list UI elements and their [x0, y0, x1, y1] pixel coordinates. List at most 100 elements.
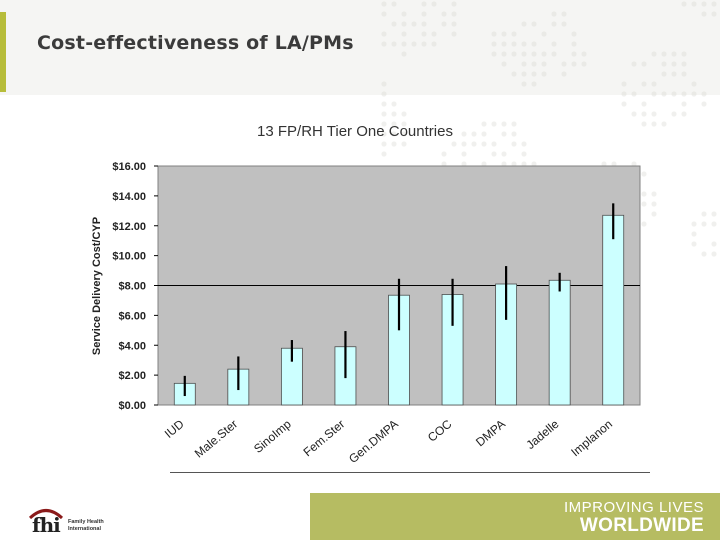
map-dot: [521, 141, 527, 147]
map-dot: [531, 51, 537, 57]
map-dot: [681, 1, 687, 7]
map-dot: [401, 21, 407, 27]
map-dot: [521, 151, 527, 157]
map-dot: [391, 131, 397, 137]
x-category-label: Male.Ster: [192, 417, 240, 461]
map-dot: [691, 221, 697, 227]
map-dot: [541, 51, 547, 57]
map-dot: [501, 121, 507, 127]
map-dot: [381, 121, 387, 127]
tagline-line-1: IMPROVING LIVES: [563, 499, 704, 516]
map-dot: [401, 51, 407, 57]
map-dot: [671, 71, 677, 77]
map-dot: [431, 1, 437, 7]
map-dot: [641, 81, 647, 87]
bar-jadelle: [548, 279, 571, 406]
map-dot: [631, 61, 637, 67]
map-dot: [451, 1, 457, 7]
map-dot: [701, 11, 707, 17]
map-dot: [441, 151, 447, 157]
map-dot: [511, 131, 517, 137]
map-dot: [581, 51, 587, 57]
map-dot: [691, 91, 697, 97]
x-category-label: COC: [425, 417, 455, 445]
map-dot: [711, 241, 717, 247]
map-dot: [641, 201, 647, 207]
map-dot: [461, 151, 467, 157]
title-bar: [0, 0, 720, 95]
bar-implanon: [602, 214, 625, 406]
map-dot: [461, 131, 467, 137]
x-category-label: Gen.DMPA: [346, 417, 401, 466]
map-dot: [421, 31, 427, 37]
y-tick-label: $6.00: [118, 310, 146, 322]
footer-divider: [170, 472, 650, 473]
map-dot: [641, 61, 647, 67]
map-dot: [631, 111, 637, 117]
map-dot: [611, 161, 617, 167]
map-dot: [521, 41, 527, 47]
map-dot: [471, 141, 477, 147]
map-dot: [551, 51, 557, 57]
map-dot: [661, 51, 667, 57]
map-dot: [711, 221, 717, 227]
map-dot: [671, 51, 677, 57]
map-dot: [671, 91, 677, 97]
y-tick-label: $10.00: [112, 251, 146, 263]
map-dot: [701, 101, 707, 107]
map-dot: [581, 61, 587, 67]
map-dot: [391, 141, 397, 147]
y-axis-label: Service Delivery Cost/CYP: [91, 217, 103, 355]
map-dot: [401, 11, 407, 17]
map-dot: [431, 31, 437, 37]
map-dot: [711, 251, 717, 257]
map-dot: [641, 101, 647, 107]
map-dot: [561, 71, 567, 77]
map-dot: [451, 31, 457, 37]
map-dot: [531, 41, 537, 47]
map-dot: [401, 131, 407, 137]
map-dot: [561, 61, 567, 67]
map-dot: [571, 51, 577, 57]
map-dot: [691, 1, 697, 7]
fhi-logo: fhi Family Health International: [26, 505, 146, 537]
slide-title: Cost-effectiveness of LA/PMs: [37, 32, 354, 54]
map-dot: [511, 51, 517, 57]
map-dot: [681, 91, 687, 97]
map-dot: [441, 11, 447, 17]
map-dot: [551, 11, 557, 17]
map-dot: [381, 1, 387, 7]
x-category-label: SinoImp: [251, 417, 294, 456]
map-dot: [381, 81, 387, 87]
map-dot: [531, 21, 537, 27]
map-dot: [391, 1, 397, 7]
map-dot: [391, 101, 397, 107]
map-dot: [681, 61, 687, 67]
map-dot: [541, 61, 547, 67]
map-dot: [531, 61, 537, 67]
map-dot: [571, 41, 577, 47]
map-dot: [691, 81, 697, 87]
map-dot: [641, 121, 647, 127]
tagline-line-2: WORLDWIDE: [579, 515, 704, 536]
y-tick-label: $12.00: [112, 221, 146, 233]
map-dot: [651, 121, 657, 127]
map-dot: [501, 151, 507, 157]
map-dot: [571, 61, 577, 67]
map-dot: [691, 241, 697, 247]
map-dot: [541, 31, 547, 37]
map-dot: [701, 1, 707, 7]
map-dot: [511, 71, 517, 77]
map-dot: [421, 21, 427, 27]
logo-arch-icon: [28, 509, 64, 519]
map-dot: [481, 161, 487, 167]
map-dot: [381, 131, 387, 137]
map-dot: [401, 121, 407, 127]
map-dot: [661, 61, 667, 67]
map-dot: [651, 111, 657, 117]
map-dot: [491, 31, 497, 37]
map-dot: [651, 211, 657, 217]
map-dot: [401, 141, 407, 147]
map-dot: [621, 81, 627, 87]
map-dot: [651, 91, 657, 97]
